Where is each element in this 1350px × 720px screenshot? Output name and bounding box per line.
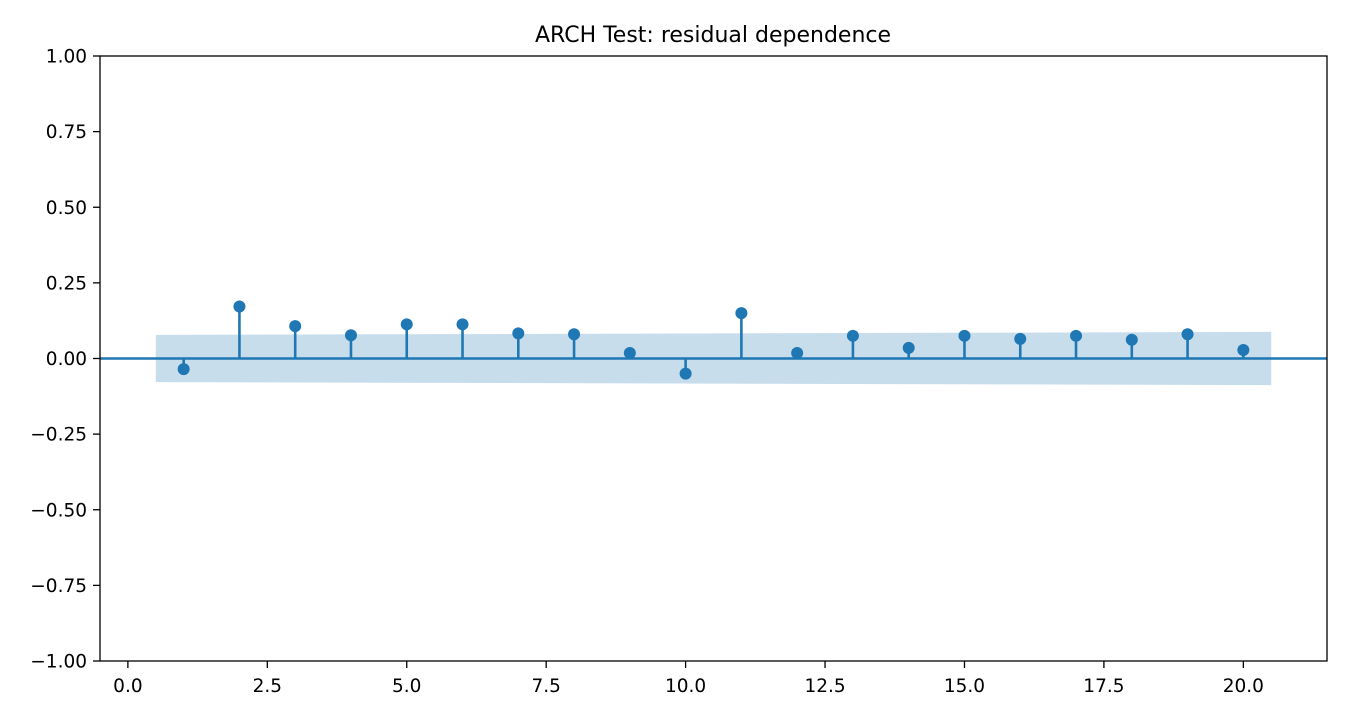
acf-point xyxy=(623,347,636,360)
y-tick-label: 0.75 xyxy=(46,122,87,143)
y-tick-label: 1.00 xyxy=(46,47,87,68)
x-tick-label: 12.5 xyxy=(804,676,845,697)
acf-point xyxy=(456,318,469,331)
acf-point xyxy=(344,329,357,342)
acf-point xyxy=(1014,332,1027,345)
y-tick-label: 0.50 xyxy=(46,198,87,219)
x-tick-label: 2.5 xyxy=(253,676,282,697)
acf-point xyxy=(400,318,413,331)
acf-point xyxy=(512,327,525,340)
x-tick-label: 0.0 xyxy=(113,676,142,697)
x-tick-label: 20.0 xyxy=(1223,676,1264,697)
x-tick-label: 17.5 xyxy=(1083,676,1124,697)
acf-point xyxy=(1070,329,1083,342)
x-tick-label: 10.0 xyxy=(665,676,706,697)
chart-title: ARCH Test: residual dependence xyxy=(535,23,891,48)
acf-point xyxy=(1181,328,1194,341)
y-axis: 1.00 0.75 0.50 0.25 0.00 −0.25 −0.50 −0.75 −1.00 xyxy=(30,47,100,673)
acf-point xyxy=(568,328,581,341)
plot-area xyxy=(100,300,1327,386)
acf-point xyxy=(289,320,302,333)
acf-point xyxy=(1125,333,1138,346)
y-tick-label: −0.75 xyxy=(30,576,87,597)
acf-point xyxy=(233,300,246,313)
acf-point xyxy=(177,363,190,376)
y-tick-label: 0.00 xyxy=(46,349,87,370)
acf-point xyxy=(679,367,692,380)
x-axis: 0.0 2.5 5.0 7.5 10.0 12.5 15.0 17.5 20.0 xyxy=(113,661,1264,697)
acf-point xyxy=(846,329,859,342)
x-tick-label: 7.5 xyxy=(531,676,560,697)
acf-point xyxy=(791,347,804,360)
acf-point xyxy=(958,329,971,342)
y-tick-label: −0.50 xyxy=(30,500,87,521)
x-tick-label: 15.0 xyxy=(944,676,985,697)
y-tick-label: −1.00 xyxy=(30,652,87,673)
acf-point xyxy=(735,307,748,320)
y-tick-label: 0.25 xyxy=(46,273,87,294)
x-tick-label: 5.0 xyxy=(392,676,421,697)
y-tick-label: −0.25 xyxy=(30,425,87,446)
acf-point xyxy=(1237,344,1250,357)
acf-point xyxy=(902,341,915,354)
